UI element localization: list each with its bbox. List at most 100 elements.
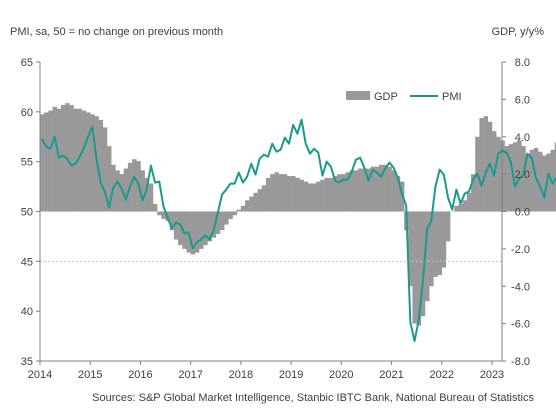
gdp-bar bbox=[362, 168, 367, 212]
left-tick-label: 40 bbox=[21, 306, 33, 318]
gdp-bar bbox=[73, 108, 78, 212]
legend-gdp-label: GDP bbox=[374, 91, 398, 103]
gdp-bar bbox=[282, 174, 288, 212]
x-tick-label: 2021 bbox=[379, 369, 403, 381]
gdp-bar bbox=[190, 211, 196, 255]
gdp-bar bbox=[286, 175, 292, 212]
x-tick-label: 2022 bbox=[429, 369, 453, 381]
gdp-bar bbox=[437, 211, 443, 276]
gdp-bar bbox=[65, 103, 70, 212]
gdp-bar bbox=[295, 177, 300, 212]
gdp-bar bbox=[265, 177, 271, 212]
left-tick-label: 50 bbox=[21, 207, 33, 219]
gdp-bar bbox=[387, 166, 392, 212]
gdp-bar bbox=[132, 159, 137, 212]
gdp-bar bbox=[106, 146, 112, 212]
gdp-bar bbox=[324, 177, 330, 212]
x-tick-label: 2017 bbox=[178, 369, 202, 381]
gdp-bar bbox=[199, 211, 204, 249]
axes bbox=[36, 61, 506, 365]
gdp-bar bbox=[454, 205, 459, 212]
gdp-bar bbox=[445, 211, 451, 242]
gdp-bar bbox=[483, 116, 489, 212]
gdp-bar bbox=[152, 204, 158, 212]
gdp-bar bbox=[236, 209, 242, 212]
gdp-bar bbox=[173, 211, 179, 240]
gdp-bar bbox=[194, 211, 200, 253]
gdp-bar bbox=[466, 192, 472, 212]
gdp-bar bbox=[219, 211, 225, 231]
gdp-bar bbox=[232, 211, 237, 216]
gdp-bar bbox=[224, 211, 229, 225]
gdp-bar bbox=[98, 119, 104, 212]
gdp-bar bbox=[257, 189, 263, 212]
gdp-bar bbox=[278, 174, 284, 212]
gdp-bar bbox=[123, 168, 129, 212]
gdp-bar bbox=[550, 149, 556, 212]
legend: GDP PMI bbox=[346, 91, 462, 103]
gdp-bar bbox=[332, 175, 338, 212]
gdp-bar bbox=[291, 175, 296, 212]
gdp-bar bbox=[102, 127, 108, 212]
gdp-bar bbox=[408, 211, 413, 287]
right-tick-label: -8.0 bbox=[511, 356, 530, 368]
gdp-bar bbox=[140, 170, 145, 212]
gdp-bar bbox=[471, 174, 476, 212]
right-tick-label: 0.0 bbox=[515, 207, 530, 219]
gdp-bar bbox=[245, 200, 250, 212]
gdp-bar bbox=[542, 155, 547, 212]
gdp-bar bbox=[512, 142, 518, 212]
gdp-bar bbox=[157, 211, 162, 216]
gdp-bar bbox=[119, 174, 124, 212]
gdp-bar bbox=[307, 183, 313, 212]
gdp-bars bbox=[40, 103, 556, 326]
gdp-bar bbox=[500, 140, 505, 212]
gdp-bar bbox=[240, 205, 246, 212]
gdp-bar bbox=[90, 114, 95, 212]
gdp-bar bbox=[207, 211, 212, 242]
left-tick-label: 65 bbox=[21, 57, 33, 69]
right-tick-label: 2.0 bbox=[515, 169, 530, 181]
gdp-bar bbox=[504, 146, 509, 212]
x-tick-label: 2023 bbox=[480, 369, 504, 381]
gdp-bar bbox=[77, 108, 83, 212]
gdp-bar bbox=[81, 110, 87, 212]
gdp-bar bbox=[274, 172, 279, 212]
gdp-bar bbox=[429, 211, 434, 287]
gdp-bar bbox=[56, 108, 62, 212]
right-tick-label: -2.0 bbox=[511, 244, 530, 256]
gdp-bar bbox=[554, 142, 556, 212]
left-axis-title: PMI, sa, 50 = no change on previous mont… bbox=[10, 26, 224, 38]
gdp-bar bbox=[341, 174, 346, 212]
gdp-bar bbox=[378, 164, 384, 212]
left-tick-label: 60 bbox=[21, 107, 33, 119]
legend-gdp-swatch bbox=[346, 91, 370, 100]
gdp-bar bbox=[228, 211, 233, 219]
gdp-bar bbox=[303, 181, 309, 212]
gdp-bar bbox=[337, 174, 342, 212]
gdp-bar bbox=[203, 211, 208, 246]
gdp-bar bbox=[395, 175, 401, 212]
gdp-bar bbox=[416, 211, 422, 326]
source-note: Sources: S&P Global Market Intelligence,… bbox=[92, 392, 534, 404]
gdp-bar bbox=[249, 196, 254, 212]
gdp-bar bbox=[270, 174, 275, 212]
right-tick-label: 8.0 bbox=[515, 57, 530, 69]
pmi-line-layer bbox=[41, 118, 556, 343]
right-tick-label: -6.0 bbox=[511, 319, 530, 331]
gdp-bar bbox=[52, 106, 58, 212]
gdp-bar bbox=[161, 211, 166, 219]
x-tick-label: 2014 bbox=[28, 369, 52, 381]
right-axis-title: GDP, y/y% bbox=[491, 26, 544, 38]
gdp-bar bbox=[479, 118, 484, 212]
gdp-bar bbox=[316, 181, 321, 212]
gdp-bar bbox=[537, 151, 543, 212]
legend-pmi-label: PMI bbox=[442, 91, 462, 103]
tick-labels: 35 40 45 50 55 60 65 -8.0 -6.0 -4.0 -2.0 0.0 2.0 4.0 6… bbox=[21, 57, 530, 381]
gdp-bar bbox=[383, 164, 388, 212]
gdp-bar bbox=[40, 114, 45, 212]
gdp-bar bbox=[144, 177, 150, 212]
gdp-bar bbox=[496, 136, 501, 212]
gdp-bar bbox=[320, 179, 325, 212]
